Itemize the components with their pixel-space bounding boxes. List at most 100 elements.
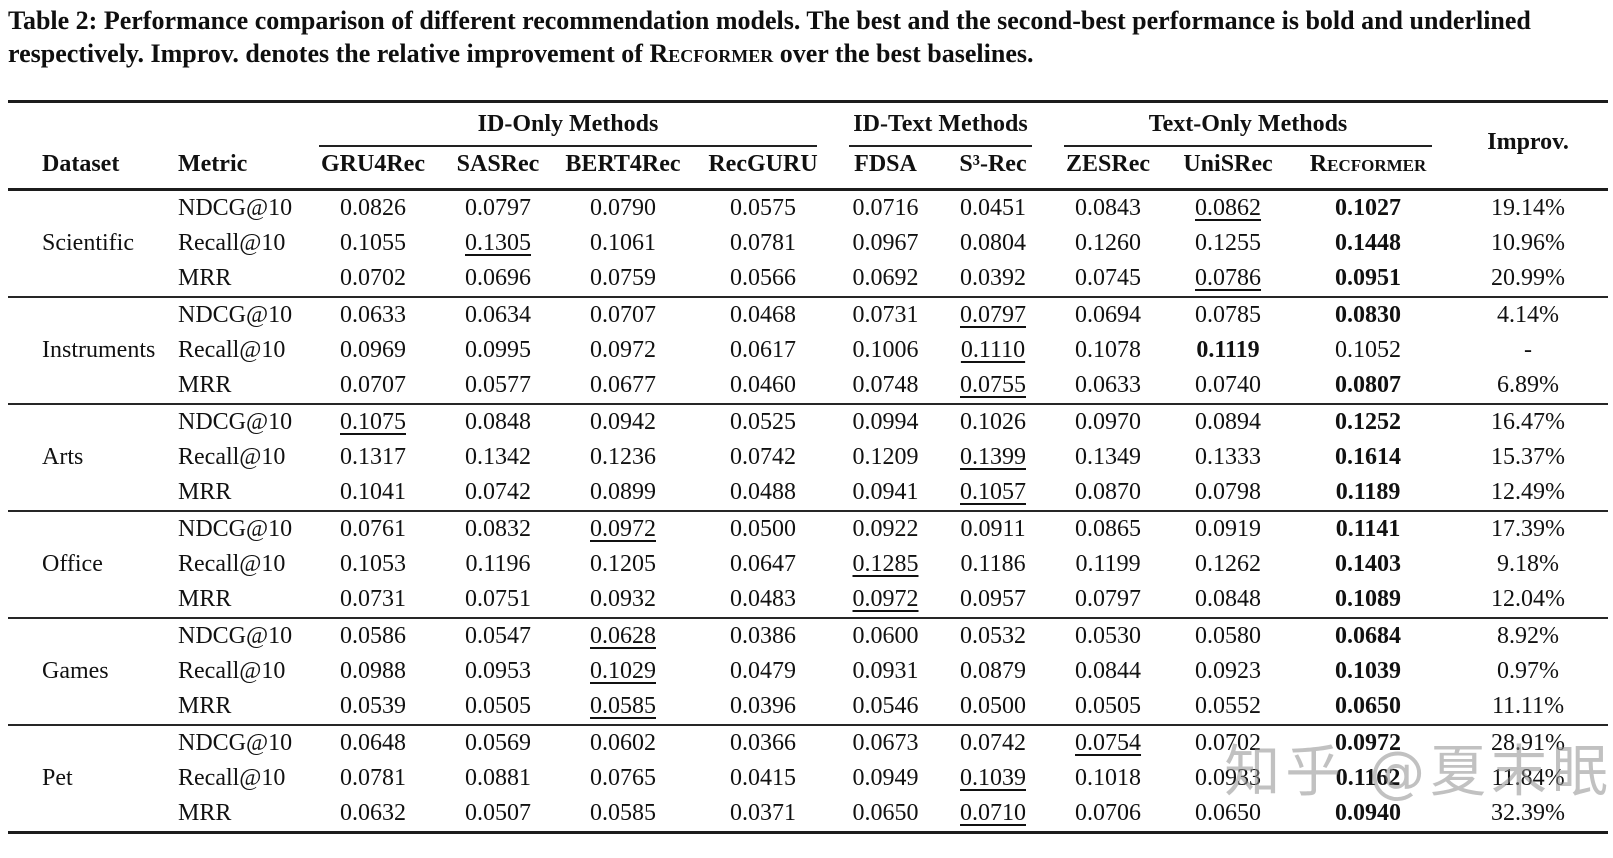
value-cell: 0.0500: [960, 693, 1026, 719]
value-cell: 0.0580: [1195, 623, 1262, 649]
value-cell: 0.0632: [340, 800, 406, 826]
value-cell: 0.0451: [960, 195, 1026, 221]
value-cell: 0.0843: [1075, 195, 1142, 221]
value-cell: 0.1039: [960, 765, 1026, 791]
value-cell: 0.0844: [1075, 658, 1142, 684]
value-cell: 0.0940: [1335, 800, 1402, 826]
value-cell: 0.0970: [1075, 409, 1142, 435]
value-cell: 0.0586: [340, 623, 406, 649]
value-cell: 0.0862: [1195, 195, 1262, 221]
value-cell: 0.0894: [1195, 409, 1262, 435]
group-header-id-text: ID-Text Methods: [833, 102, 1048, 147]
value-cell: 0.0539: [340, 693, 406, 719]
improv-cell: 28.91%: [1491, 730, 1566, 756]
value-cell: 0.1053: [340, 551, 406, 577]
dataset-section-office: Office NDCG@10 0.0761 0.0832 0.0972 0.0500 0.0…: [8, 511, 1609, 618]
value-cell: 0.0826: [340, 195, 406, 221]
value-cell: 0.0748: [852, 372, 919, 398]
value-cell: 0.0575: [730, 195, 796, 221]
value-cell: 0.0633: [340, 302, 406, 328]
dataset-section-instruments: Instruments NDCG@10 0.0633 0.0634 0.0707 0.04…: [8, 297, 1609, 404]
value-cell: 0.1078: [1075, 337, 1142, 363]
metric-cell: NDCG@10: [178, 409, 293, 435]
value-cell: 0.0951: [1335, 265, 1402, 291]
value-cell: 0.1403: [1335, 551, 1402, 577]
value-cell: 0.0396: [730, 693, 796, 719]
table-row: Recall@10 0.1055 0.1305 0.1061 0.0781 0.0967 0…: [8, 226, 1608, 261]
caption-text-suffix: over the best baselines.: [773, 39, 1034, 68]
value-cell: 0.1110: [960, 337, 1026, 363]
value-cell: 0.0797: [1075, 586, 1142, 612]
metric-cell: Recall@10: [178, 444, 286, 470]
value-cell: 0.0848: [1195, 586, 1262, 612]
metric-cell: NDCG@10: [178, 623, 293, 649]
metric-cell: MRR: [178, 479, 232, 505]
table-row: MRR 0.0702 0.0696 0.0759 0.0566 0.0692 0.0392 0…: [8, 261, 1608, 297]
value-cell: 0.1189: [1335, 479, 1401, 505]
value-cell: 0.1349: [1075, 444, 1142, 470]
value-cell: 0.0797: [960, 302, 1026, 328]
value-cell: 0.1199: [1075, 551, 1141, 577]
value-cell: 0.0702: [340, 265, 406, 291]
value-cell: 0.0755: [960, 372, 1026, 398]
value-cell: 0.0759: [590, 265, 656, 291]
value-cell: 0.0566: [730, 265, 796, 291]
value-cell: 0.1162: [1335, 765, 1401, 791]
value-cell: 0.1141: [1335, 516, 1401, 542]
dataset-name: Office: [42, 551, 103, 577]
caption-text-prefix: Table 2: Performance comparison of diffe…: [8, 6, 1531, 68]
value-cell: 0.1305: [465, 230, 531, 256]
metric-cell: Recall@10: [178, 765, 286, 791]
value-cell: 0.0488: [730, 479, 796, 505]
improv-cell: 17.39%: [1491, 516, 1566, 542]
value-cell: 0.0479: [730, 658, 796, 684]
value-cell: 0.0972: [1335, 730, 1402, 756]
value-cell: 0.0696: [465, 265, 531, 291]
value-cell: 0.0865: [1075, 516, 1142, 542]
value-cell: 0.0922: [852, 516, 919, 542]
value-cell: 0.1027: [1335, 195, 1402, 221]
value-cell: 0.0650: [852, 800, 919, 826]
value-cell: 0.1209: [852, 444, 919, 470]
value-cell: 0.0530: [1075, 623, 1142, 649]
group-header-row: Dataset Metric ID-Only Methods ID-Text M…: [8, 102, 1608, 177]
table-row: Recall@10 0.1053 0.1196 0.1205 0.0647 0.1285 0…: [8, 547, 1608, 582]
value-cell: 0.0392: [960, 265, 1026, 291]
metric-cell: MRR: [178, 800, 232, 826]
value-cell: 0.0386: [730, 623, 796, 649]
value-cell: 0.0941: [852, 479, 919, 505]
table-row: Recall@10 0.0781 0.0881 0.0765 0.0415 0.0949 0…: [8, 761, 1608, 796]
value-cell: 0.0633: [1075, 372, 1142, 398]
improv-cell: 15.37%: [1491, 444, 1566, 470]
paper-page: Table 2: Performance comparison of diffe…: [0, 4, 1613, 834]
value-cell: 0.0371: [730, 800, 796, 826]
value-cell: 0.1205: [590, 551, 656, 577]
value-cell: 0.0933: [1195, 765, 1262, 791]
value-cell: 0.0500: [730, 516, 796, 542]
metric-cell: NDCG@10: [178, 302, 293, 328]
table-row: MRR 0.0731 0.0751 0.0932 0.0483 0.0972 0.0957 0…: [8, 582, 1608, 618]
value-cell: 0.0468: [730, 302, 796, 328]
value-cell: 0.0552: [1195, 693, 1262, 719]
value-cell: 0.1342: [465, 444, 531, 470]
value-cell: 0.0577: [465, 372, 531, 398]
dataset-section-scientific: Scientific NDCG@10 0.0826 0.0797 0.0790 0.057…: [8, 190, 1608, 298]
value-cell: 0.0969: [340, 337, 406, 363]
value-cell: 0.1039: [1335, 658, 1402, 684]
metric-cell: Recall@10: [178, 230, 286, 256]
value-cell: 0.0684: [1335, 623, 1402, 649]
table-row: MRR 0.0632 0.0507 0.0585 0.0371 0.0650 0.0710 0…: [8, 796, 1608, 833]
table-caption: Table 2: Performance comparison of diffe…: [8, 4, 1607, 70]
value-cell: 0.0716: [852, 195, 919, 221]
metric-cell: MRR: [178, 265, 232, 291]
dataset-name: Instruments: [42, 337, 156, 363]
value-cell: 0.0647: [730, 551, 796, 577]
value-cell: 0.1006: [852, 337, 919, 363]
value-cell: 0.0832: [465, 516, 531, 542]
value-cell: 0.0742: [960, 730, 1026, 756]
value-cell: 0.0585: [590, 800, 656, 826]
value-cell: 0.1236: [590, 444, 656, 470]
dataset-name: Scientific: [42, 230, 134, 256]
value-cell: 0.1260: [1075, 230, 1142, 256]
value-cell: 0.0899: [590, 479, 656, 505]
